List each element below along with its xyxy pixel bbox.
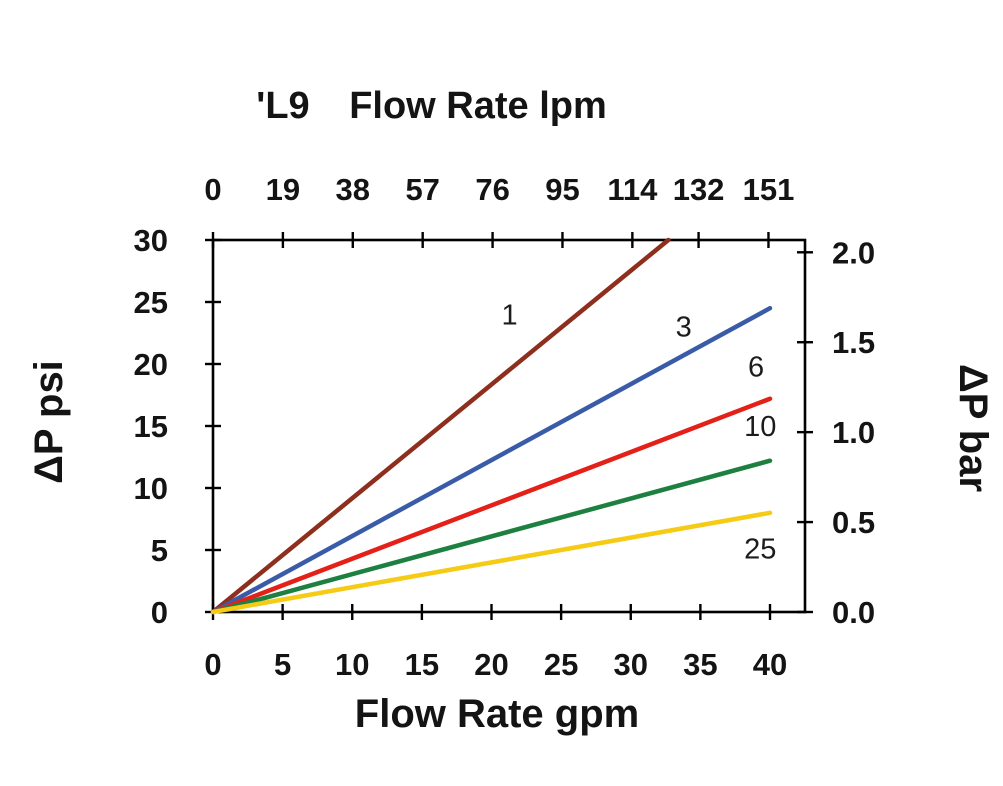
series-line-6 [210, 396, 773, 615]
series-line-3 [210, 305, 773, 615]
left-axis-tick-label: 15 [134, 409, 168, 444]
series-line-10 [210, 458, 773, 615]
bottom-axis-tick-label: 40 [753, 647, 787, 682]
top-axis-tick-label: 151 [743, 172, 795, 207]
series-line-25 [210, 510, 773, 615]
chart-model-label: 'L9 [256, 85, 309, 127]
top-axis-tick-label: 0 [204, 172, 221, 207]
top-axis-tick-label: 57 [405, 172, 439, 207]
series-label-3: 3 [676, 312, 692, 344]
bottom-axis-tick-label: 20 [474, 647, 508, 682]
y-axis-label-left: ΔP psi [27, 360, 71, 484]
left-axis-tick-label: 5 [151, 533, 168, 568]
top-axis-tick-label: 95 [545, 172, 579, 207]
series-label-10: 10 [744, 411, 776, 443]
top-axis-tick-label: 114 [607, 172, 658, 207]
series-label-1: 1 [502, 299, 518, 331]
top-axis-tick-label: 132 [673, 172, 725, 207]
series-line-1 [210, 237, 671, 615]
chart-title: Flow Rate lpm [349, 85, 607, 127]
bottom-axis-tick-label: 30 [614, 647, 648, 682]
left-axis-tick-label: 10 [134, 471, 168, 506]
bottom-axis-tick-label: 5 [274, 647, 291, 682]
y-axis-label-right: ΔP bar [951, 364, 995, 492]
left-axis-tick-label: 20 [134, 347, 168, 382]
top-axis-tick-label: 76 [475, 172, 509, 207]
top-axis-tick-label: 19 [266, 172, 300, 207]
left-axis-tick-label: 30 [134, 223, 168, 258]
right-axis-tick-label: 0.0 [832, 595, 875, 630]
right-axis-tick-label: 2.0 [832, 235, 875, 270]
x-axis-label-bottom: Flow Rate gpm [355, 692, 639, 736]
right-axis-tick-label: 0.5 [832, 505, 875, 540]
top-axis-tick-label: 38 [336, 172, 370, 207]
plot-border [211, 238, 807, 614]
series-label-6: 6 [748, 351, 764, 383]
right-axis-tick-label: 1.5 [832, 325, 875, 360]
bottom-axis-tick-label: 25 [544, 647, 578, 682]
series-label-25: 25 [744, 534, 776, 566]
bottom-axis-tick-label: 0 [204, 647, 221, 682]
left-axis-tick-label: 25 [134, 285, 168, 320]
bottom-axis-tick-label: 10 [335, 647, 369, 682]
bottom-axis-tick-label: 35 [683, 647, 717, 682]
right-axis-tick-label: 1.0 [832, 415, 875, 450]
left-axis-tick-label: 0 [151, 595, 168, 630]
bottom-axis-tick-label: 15 [405, 647, 439, 682]
